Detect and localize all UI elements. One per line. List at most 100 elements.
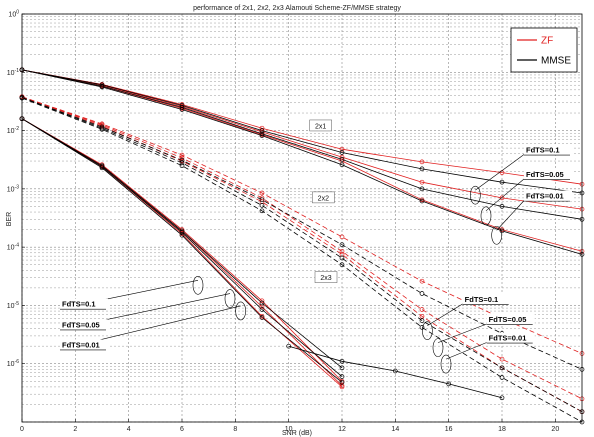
data-point-marker	[419, 166, 425, 172]
data-point-marker	[499, 395, 505, 401]
y-tick-label: 10-3	[7, 184, 19, 193]
data-point-marker	[259, 307, 265, 312]
annotation-box	[524, 190, 572, 202]
data-point-marker	[259, 133, 265, 138]
series-markers	[19, 67, 585, 425]
series-line-2x2-6	[21, 96, 583, 354]
legend-box	[510, 27, 578, 73]
annotation-ellipse	[432, 338, 444, 357]
data-point-marker	[179, 152, 185, 158]
series-line-2x3-15	[21, 118, 343, 369]
x-tick-label: 10	[285, 426, 293, 433]
data-point-marker	[179, 229, 185, 235]
y-tick-label: 10-4	[7, 243, 19, 252]
data-point-marker	[259, 208, 265, 214]
data-point-marker	[99, 84, 105, 90]
annotation-box	[486, 332, 535, 344]
data-point-marker	[339, 252, 345, 257]
annotation-pointer	[427, 303, 463, 326]
series-line-2x1-0	[21, 69, 583, 185]
x-tick-label: 4	[127, 426, 131, 433]
data-point-marker	[419, 278, 425, 284]
data-point-marker	[499, 204, 505, 209]
data-point-marker	[499, 228, 505, 234]
data-point-marker	[419, 186, 425, 192]
data-point-marker	[419, 307, 425, 312]
data-point-marker	[259, 197, 265, 203]
y-axis-label: BER	[6, 212, 13, 226]
data-point-marker	[339, 234, 345, 240]
data-point-marker	[419, 318, 425, 323]
annotation-box	[60, 298, 108, 310]
series-line-2x3-12	[21, 118, 343, 382]
scheme-label-box	[309, 119, 332, 132]
data-point-marker	[446, 381, 452, 387]
data-point-marker	[179, 107, 185, 112]
data-point-marker	[499, 375, 505, 380]
annotation-label: FdTS=0.1	[526, 146, 560, 155]
annotations: FdTS=0.1 FdTS=0.05 FdTS=0.01 FdTS=0.1 FdTS=0…	[59, 144, 572, 374]
data-point-marker	[259, 298, 265, 304]
x-tick-label: 16	[445, 426, 453, 433]
data-point-marker	[259, 131, 265, 137]
data-point-marker	[179, 160, 185, 166]
x-tick-label: 0	[20, 426, 24, 433]
scheme-label: 2x1	[315, 123, 326, 130]
annotation-label: FdTS=0.01	[62, 340, 100, 349]
data-point-marker	[339, 255, 345, 261]
annotation-label: FdTS=0.01	[526, 192, 564, 201]
annotation-box	[462, 293, 511, 305]
series-line-2x2-7	[21, 96, 583, 400]
data-point-marker	[259, 315, 265, 320]
series-line-2x2-8	[21, 96, 583, 413]
annotation-ellipse	[440, 354, 452, 374]
x-tick-label: 2	[73, 426, 77, 433]
data-point-marker	[179, 231, 185, 237]
data-point-marker	[419, 325, 425, 330]
data-point-marker	[179, 232, 185, 238]
series-line-2x1-1	[21, 69, 583, 210]
annotation-label: FdTS=0.1	[62, 300, 96, 309]
data-point-marker	[339, 358, 345, 364]
annotation-label: FdTS=0.05	[489, 315, 527, 324]
data-point-marker	[499, 356, 505, 362]
legend-label: ZF	[541, 36, 553, 47]
annotation-box	[60, 319, 108, 331]
data-point-marker	[339, 262, 345, 268]
data-point-marker	[339, 162, 345, 168]
data-point-marker	[339, 157, 345, 162]
series-line-2x2-11	[21, 97, 583, 423]
x-tick-label: 14	[391, 426, 399, 433]
y-tick-label: 10-1	[7, 68, 19, 77]
data-point-marker	[392, 368, 398, 374]
annotation-pointer	[445, 342, 487, 360]
data-point-marker	[499, 365, 505, 371]
data-point-marker	[286, 343, 292, 349]
annotation-ellipse	[470, 185, 481, 205]
grid	[21, 13, 582, 423]
annotation-label: FdTS=0.05	[526, 170, 564, 179]
data-point-marker	[99, 82, 105, 88]
annotation-ellipse	[235, 301, 246, 321]
x-tick-label: 8	[233, 426, 237, 433]
data-point-marker	[419, 179, 425, 185]
data-point-marker	[339, 365, 345, 371]
annotation-ellipse	[491, 225, 502, 245]
plot-frame	[21, 13, 583, 423]
series-line-2x1-4	[21, 69, 583, 220]
data-point-marker	[499, 227, 505, 232]
x-tick-label: 20	[551, 426, 559, 433]
scheme-label: 2x3	[320, 275, 331, 282]
chart-title: performance of 2x1, 2x2, 2x3 Alamouti Sc…	[193, 5, 401, 12]
data-point-marker	[99, 165, 105, 171]
annotation-ellipse	[480, 206, 492, 226]
scheme-labels: 2x1 2x2 2x3	[309, 119, 338, 283]
series-line-2x2-9	[21, 97, 583, 370]
annotation-pointer	[475, 154, 525, 191]
data-point-marker	[339, 150, 345, 155]
y-tick-label: 10-6	[7, 359, 19, 368]
series-line-2x1-5	[21, 69, 583, 255]
data-point-marker	[419, 159, 425, 165]
series-line-2x3-16	[21, 118, 343, 377]
